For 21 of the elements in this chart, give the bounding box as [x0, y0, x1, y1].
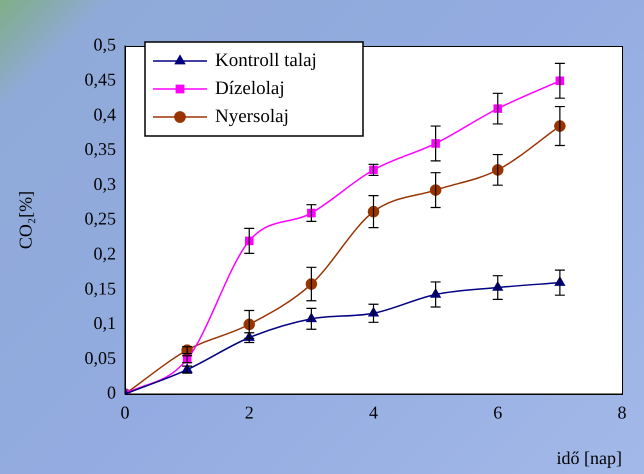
- x-tick-label: 0: [120, 402, 130, 423]
- y-tick-label: 0,2: [94, 244, 116, 264]
- x-axis-title: idő [nap]: [556, 448, 622, 468]
- x-tick-label: 6: [493, 402, 502, 423]
- y-tick-label: 0,1: [94, 313, 116, 334]
- y-axis-title: CO₂[%]: [16, 190, 36, 250]
- x-tick-label: 2: [244, 402, 254, 423]
- y-tick-label: 0,45: [84, 70, 116, 90]
- y-tick-label: 0,3: [94, 174, 116, 194]
- x-tick-label: 8: [618, 402, 626, 423]
- y-tick-label: 0,35: [84, 139, 116, 160]
- x-tick-label: 4: [369, 402, 378, 423]
- y-tick-label: 0,4: [94, 104, 116, 124]
- legend-label: Nyersolaj: [215, 106, 289, 127]
- y-tick-label: 0,05: [84, 348, 116, 368]
- y-tick-label: 0,5: [94, 34, 116, 55]
- y-tick-label: 0,25: [84, 208, 116, 229]
- legend-label: Kontroll talaj: [215, 50, 317, 71]
- y-tick-label: 0,15: [84, 278, 116, 298]
- legend-label: Dízelolaj: [215, 78, 285, 99]
- y-tick-label: 0: [107, 382, 116, 403]
